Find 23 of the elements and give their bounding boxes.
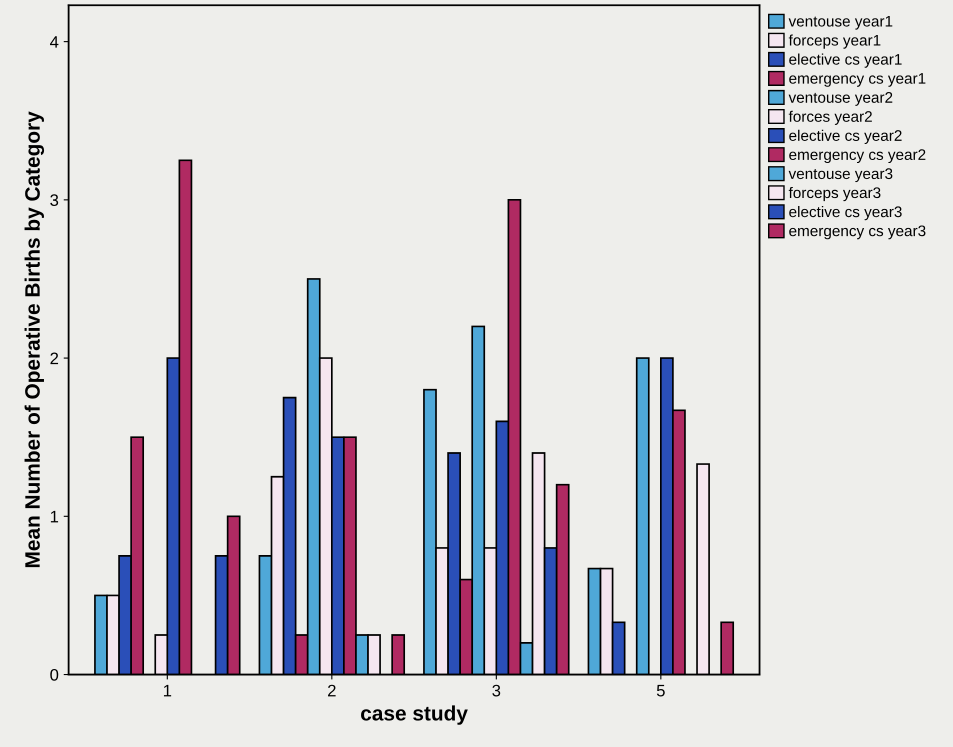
x-tick-label: 5: [656, 684, 665, 697]
x-axis-title: case study: [361, 705, 468, 725]
legend-label: emergency cs year3: [789, 225, 926, 240]
y-tick-label: 0: [50, 668, 58, 681]
x-tick-label: 2: [328, 684, 336, 696]
legend-label: emergency cs year2: [789, 149, 926, 164]
legend-label: ventouse year2: [788, 92, 892, 106]
legend-label: emergency cs year1: [789, 73, 926, 87]
legend-label: forceps year3: [788, 186, 880, 202]
y-tick-label: 2: [50, 352, 58, 364]
y-axis-title: Mean Number of Operative Births by Category: [24, 111, 44, 568]
legend-label: ventouse year3: [788, 168, 892, 182]
legend-label: elective cs year1: [789, 54, 902, 68]
legend-label: elective cs year2: [789, 130, 902, 144]
legend-label: forces year2: [788, 110, 872, 125]
x-tick-label: 3: [492, 684, 500, 697]
x-tick-label: 1: [164, 684, 172, 696]
y-tick-label: 4: [50, 36, 58, 48]
y-tick-label: 3: [50, 194, 58, 206]
legend-label: forceps year1: [788, 34, 880, 49]
legend-label: elective cs year3: [789, 206, 902, 220]
y-tick-label: 1: [50, 510, 58, 522]
legend-label: ventouse year1: [788, 16, 892, 30]
